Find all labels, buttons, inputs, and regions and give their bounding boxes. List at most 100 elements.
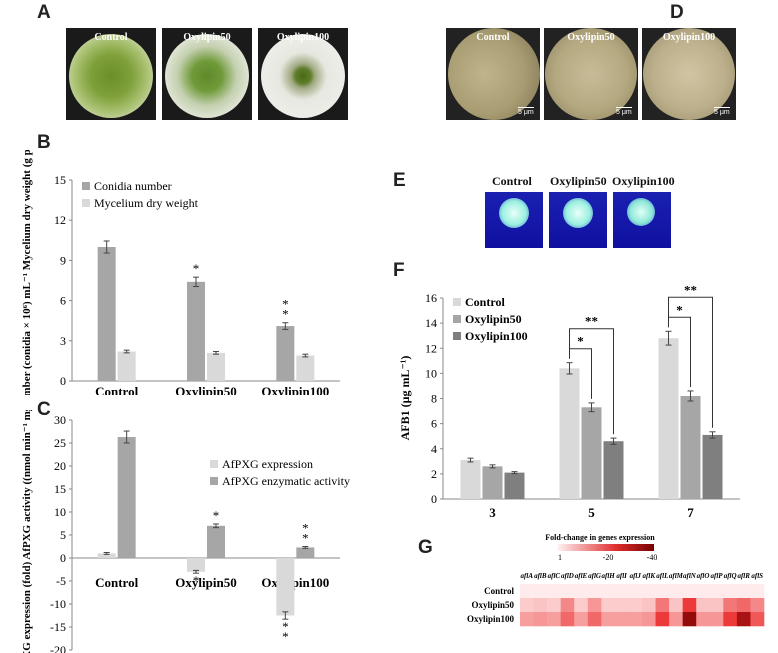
legend-swatch: [453, 298, 461, 306]
heatmap-cell: [655, 598, 670, 613]
heatmap-cell: [587, 584, 602, 599]
legend-label: Oxylipin50: [465, 312, 522, 326]
heatmap-cell: [682, 584, 697, 599]
panel-letter-d: D: [670, 2, 684, 23]
heatmap-cell: [547, 584, 561, 599]
heatmap-cell: [723, 612, 738, 627]
dish-label: Oxylipin100: [276, 32, 330, 43]
bar: [482, 466, 503, 499]
heatmap-cell: [669, 584, 683, 599]
bar: [504, 472, 525, 499]
y-tick-label: 15: [54, 173, 66, 187]
significance-mark: *: [282, 619, 289, 634]
heatmap-cell: [533, 584, 548, 599]
panel-letter-b: B: [37, 132, 51, 153]
y-tick-label: 10: [425, 366, 437, 380]
significance-mark: *: [302, 521, 309, 536]
heatmap-cell: [533, 612, 548, 627]
gene-label: aflE: [575, 572, 588, 580]
category-label: 3: [489, 505, 496, 520]
y-tick-label: 16: [425, 291, 437, 305]
bar: [460, 460, 481, 499]
heatmap-cell: [520, 598, 534, 613]
y-tick-label: 20: [54, 459, 66, 473]
y-axis-title: AfPXG expression (fold) AfPXG activity (…: [21, 410, 33, 653]
category-label: Oxylipin100: [261, 384, 329, 395]
row-label: Control: [484, 586, 514, 596]
microscopy-control: Control 5 μm: [446, 28, 540, 120]
significance-mark: *: [193, 261, 200, 276]
petri-dish-oxylipin100: Oxylipin100: [258, 28, 348, 120]
gene-label: aflC: [548, 572, 561, 580]
y-tick-label: 10: [54, 505, 66, 519]
y-tick-label: 0: [431, 492, 437, 506]
gene-label: aflL: [656, 572, 668, 580]
heatmap-cell: [614, 612, 629, 627]
legend-label: AfPXG enzymatic activity: [222, 474, 350, 488]
bar: [97, 553, 116, 558]
significance-mark: **: [585, 314, 598, 329]
heatmap-cell: [750, 612, 765, 627]
bar: [117, 437, 136, 558]
gene-label: aflN: [683, 572, 697, 580]
y-tick-label: -5: [56, 574, 66, 588]
heatmap-cell: [547, 598, 561, 613]
y-axis-title: Conidia number (conidia × 10⁶) mL⁻¹ Myce…: [21, 150, 33, 395]
row-label: Oxylipin50: [471, 600, 514, 610]
y-tick-label: 12: [425, 341, 437, 355]
color-scale-label: 1: [558, 553, 562, 562]
legend-label: Conidia number: [94, 179, 172, 193]
gene-label: aflB: [534, 572, 547, 580]
color-scale-label: -40: [647, 553, 658, 562]
heatmap-cell: [560, 584, 575, 599]
dish-label: Control: [94, 32, 128, 43]
tlc-spot-oxylipin50: [549, 192, 607, 248]
heatmap-cell: [696, 612, 711, 627]
heatmap-cell: [696, 584, 711, 599]
gene-label: aflM: [669, 572, 684, 580]
gene-label: aflG: [588, 572, 601, 580]
bar: [187, 281, 205, 381]
y-tick-label: -15: [50, 620, 66, 634]
significance-bracket: [569, 328, 614, 435]
gene-label: aflD: [561, 572, 574, 580]
gene-label: aflP: [711, 572, 724, 580]
y-tick-label: 8: [431, 392, 437, 406]
y-tick-label: -10: [50, 597, 66, 611]
heatmap-cell: [696, 598, 711, 613]
heatmap-cell: [709, 598, 724, 613]
gene-label: aflI: [616, 572, 627, 580]
y-tick-label: 15: [54, 482, 66, 496]
gene-label: aflA: [521, 572, 534, 580]
legend-label: AfPXG expression: [222, 457, 313, 471]
panel-letter-g: G: [418, 537, 433, 558]
heatmap-cell: [709, 612, 724, 627]
heatmap-cell: [736, 598, 751, 613]
heatmap-cell: [533, 598, 548, 613]
bar: [117, 351, 136, 381]
microscopy-label: Oxylipin100: [662, 32, 716, 43]
category-label: Oxylipin50: [175, 384, 236, 395]
y-tick-label: 6: [60, 294, 66, 308]
heatmap-cell: [642, 598, 656, 613]
significance-mark: **: [684, 282, 697, 297]
bar: [680, 395, 701, 499]
heatmap-cell: [669, 612, 683, 627]
y-tick-label: 0: [60, 551, 66, 565]
heatmap-cell: [520, 584, 534, 599]
y-tick-label: 6: [431, 417, 437, 431]
tlc-label-control: Control: [492, 174, 532, 188]
heatmap-cell: [736, 584, 751, 599]
heatmap-cell: [601, 598, 616, 613]
bar: [207, 352, 225, 381]
heatmap-cell: [574, 612, 589, 627]
bar: [296, 355, 315, 381]
y-tick-label: -20: [50, 643, 66, 653]
petri-dish-control: Control: [66, 28, 156, 120]
y-tick-label: 3: [60, 334, 66, 348]
heatmap-cell: [642, 584, 656, 599]
legend-swatch: [210, 460, 218, 468]
heatmap-cell: [750, 598, 765, 613]
